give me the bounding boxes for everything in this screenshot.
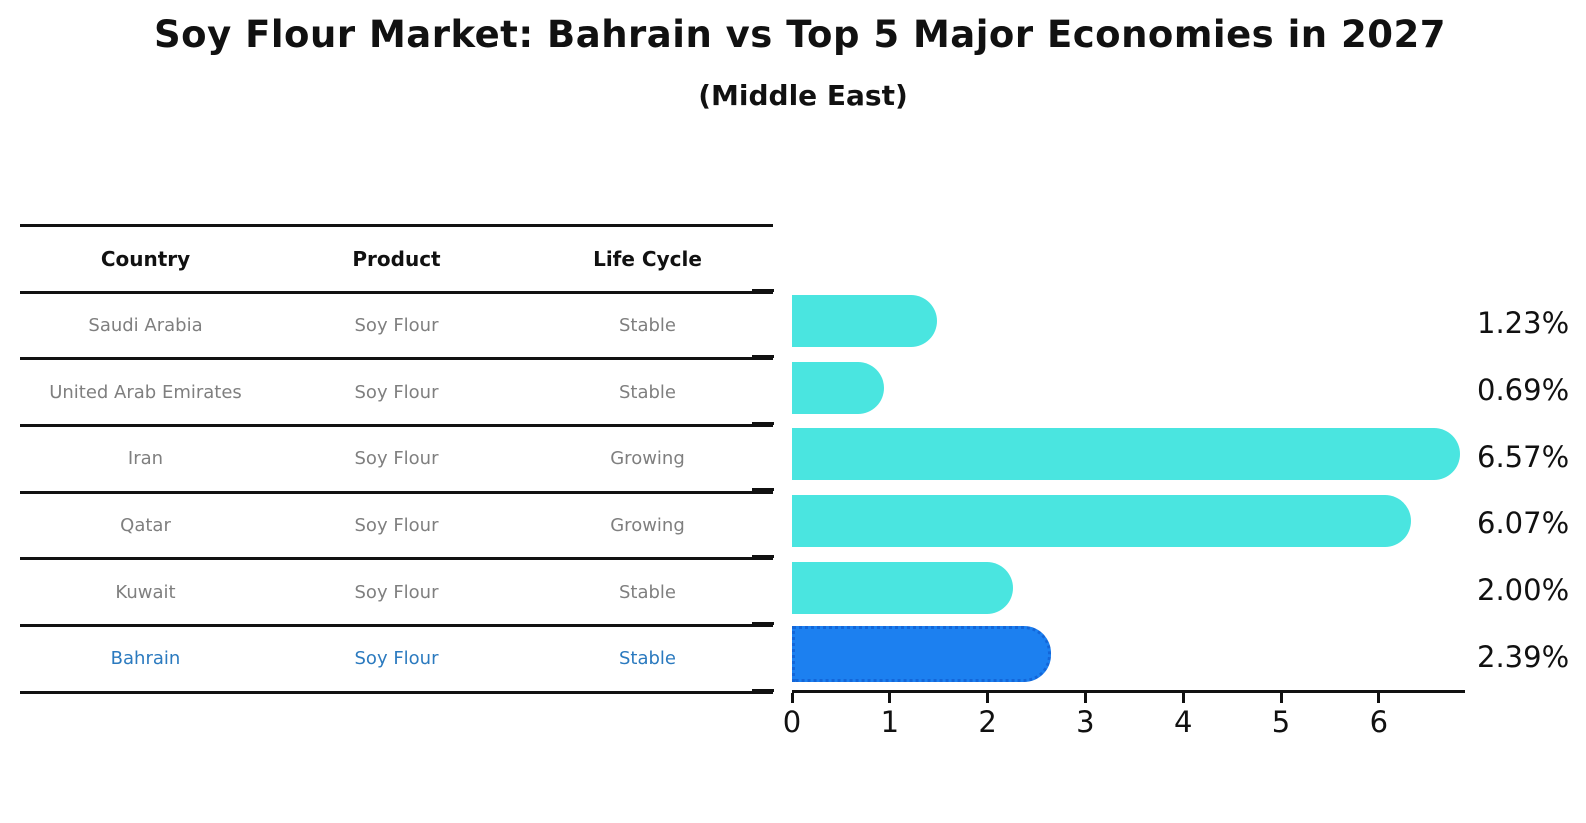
product-cell: Soy Flour: [354, 581, 439, 603]
table-row-saudi-arabia: Saudi Arabia Soy Flour Stable: [20, 294, 773, 361]
value-label-saudi-arabia: 1.23%: [1477, 306, 1570, 341]
product-cell: Soy Flour: [354, 514, 439, 536]
column-header-country: Country: [100, 246, 191, 271]
country-cell: Saudi Arabia: [88, 314, 203, 336]
chart-title: Soy Flour Market: Bahrain vs Top 5 Major…: [154, 13, 1446, 56]
tick-mark: [888, 693, 892, 703]
product-cell: Soy Flour: [354, 448, 439, 470]
country-table: Country Product Life Cycle Saudi Arabia …: [20, 224, 773, 694]
horizontal-bar-chart: 1.23% 0.69% 6.57% 6.07% 2.00% 2.39% 0 1 …: [750, 288, 1586, 739]
tick-label: 2: [978, 705, 997, 739]
column-header-lifecycle: Life Cycle: [593, 246, 702, 271]
table-row-qatar: Qatar Soy Flour Growing: [20, 494, 773, 561]
lifecycle-cell: Growing: [610, 448, 685, 470]
tick-mark: [1083, 693, 1087, 703]
product-cell: Soy Flour: [354, 648, 439, 670]
tick-label: 5: [1271, 705, 1291, 739]
tick-mark: [1279, 693, 1283, 703]
bar-united-arab-emirates: [792, 361, 885, 414]
tick-mark: [1377, 693, 1381, 703]
tick-label: 6: [1369, 705, 1389, 739]
bar-row-bahrain: 2.39%: [750, 621, 1586, 690]
tick-label: 3: [1076, 705, 1095, 739]
country-cell: Qatar: [120, 514, 171, 536]
value-label-qatar: 6.07%: [1477, 506, 1570, 541]
value-label-united-arab-emirates: 0.69%: [1477, 372, 1570, 407]
bar-row-iran: 6.57%: [750, 421, 1586, 490]
lifecycle-cell: Stable: [618, 314, 676, 336]
tick-label: 1: [880, 705, 900, 739]
bar-row-kuwait: 2.00%: [750, 555, 1586, 624]
bar-qatar: [792, 494, 1411, 547]
tick-mark: [986, 693, 990, 703]
tick-mark: [790, 693, 794, 703]
table-header-row: Country Product Life Cycle: [20, 227, 773, 294]
value-label-iran: 6.57%: [1477, 439, 1570, 474]
bar-row-united-arab-emirates: 0.69%: [750, 355, 1586, 424]
value-label-bahrain: 2.39%: [1477, 639, 1570, 674]
product-cell: Soy Flour: [354, 314, 439, 336]
table-row-united-arab-emirates: United Arab Emirates Soy Flour Stable: [20, 360, 773, 427]
table-row-iran: Iran Soy Flour Growing: [20, 427, 773, 494]
lifecycle-cell: Growing: [610, 514, 685, 536]
lifecycle-cell: Stable: [618, 381, 676, 403]
bar-saudi-arabia: [792, 295, 938, 347]
lifecycle-cell: Stable: [618, 648, 676, 670]
bar-row-qatar: 6.07%: [750, 488, 1586, 557]
tick-label: 4: [1173, 705, 1193, 739]
product-cell: Soy Flour: [354, 381, 439, 403]
bar-row-saudi-arabia: 1.23%: [750, 288, 1586, 357]
country-cell: Iran: [127, 448, 164, 470]
bar-bahrain: [792, 626, 1051, 683]
column-header-product: Product: [352, 246, 441, 271]
y-axis-tick: [752, 688, 774, 692]
table-row-kuwait: Kuwait Soy Flour Stable: [20, 560, 773, 627]
tick-mark: [1181, 693, 1185, 703]
chart-subtitle: (Middle East): [698, 79, 908, 112]
tick-label: 0: [782, 705, 802, 739]
country-cell: Bahrain: [110, 648, 181, 670]
x-axis-line: [792, 690, 1465, 693]
country-cell: United Arab Emirates: [49, 381, 242, 403]
bar-kuwait: [792, 561, 1013, 614]
value-label-kuwait: 2.00%: [1477, 572, 1570, 607]
lifecycle-cell: Stable: [618, 581, 676, 603]
country-cell: Kuwait: [115, 581, 176, 603]
table-row-bahrain: Bahrain Soy Flour Stable: [20, 627, 773, 694]
bar-iran: [792, 428, 1460, 481]
